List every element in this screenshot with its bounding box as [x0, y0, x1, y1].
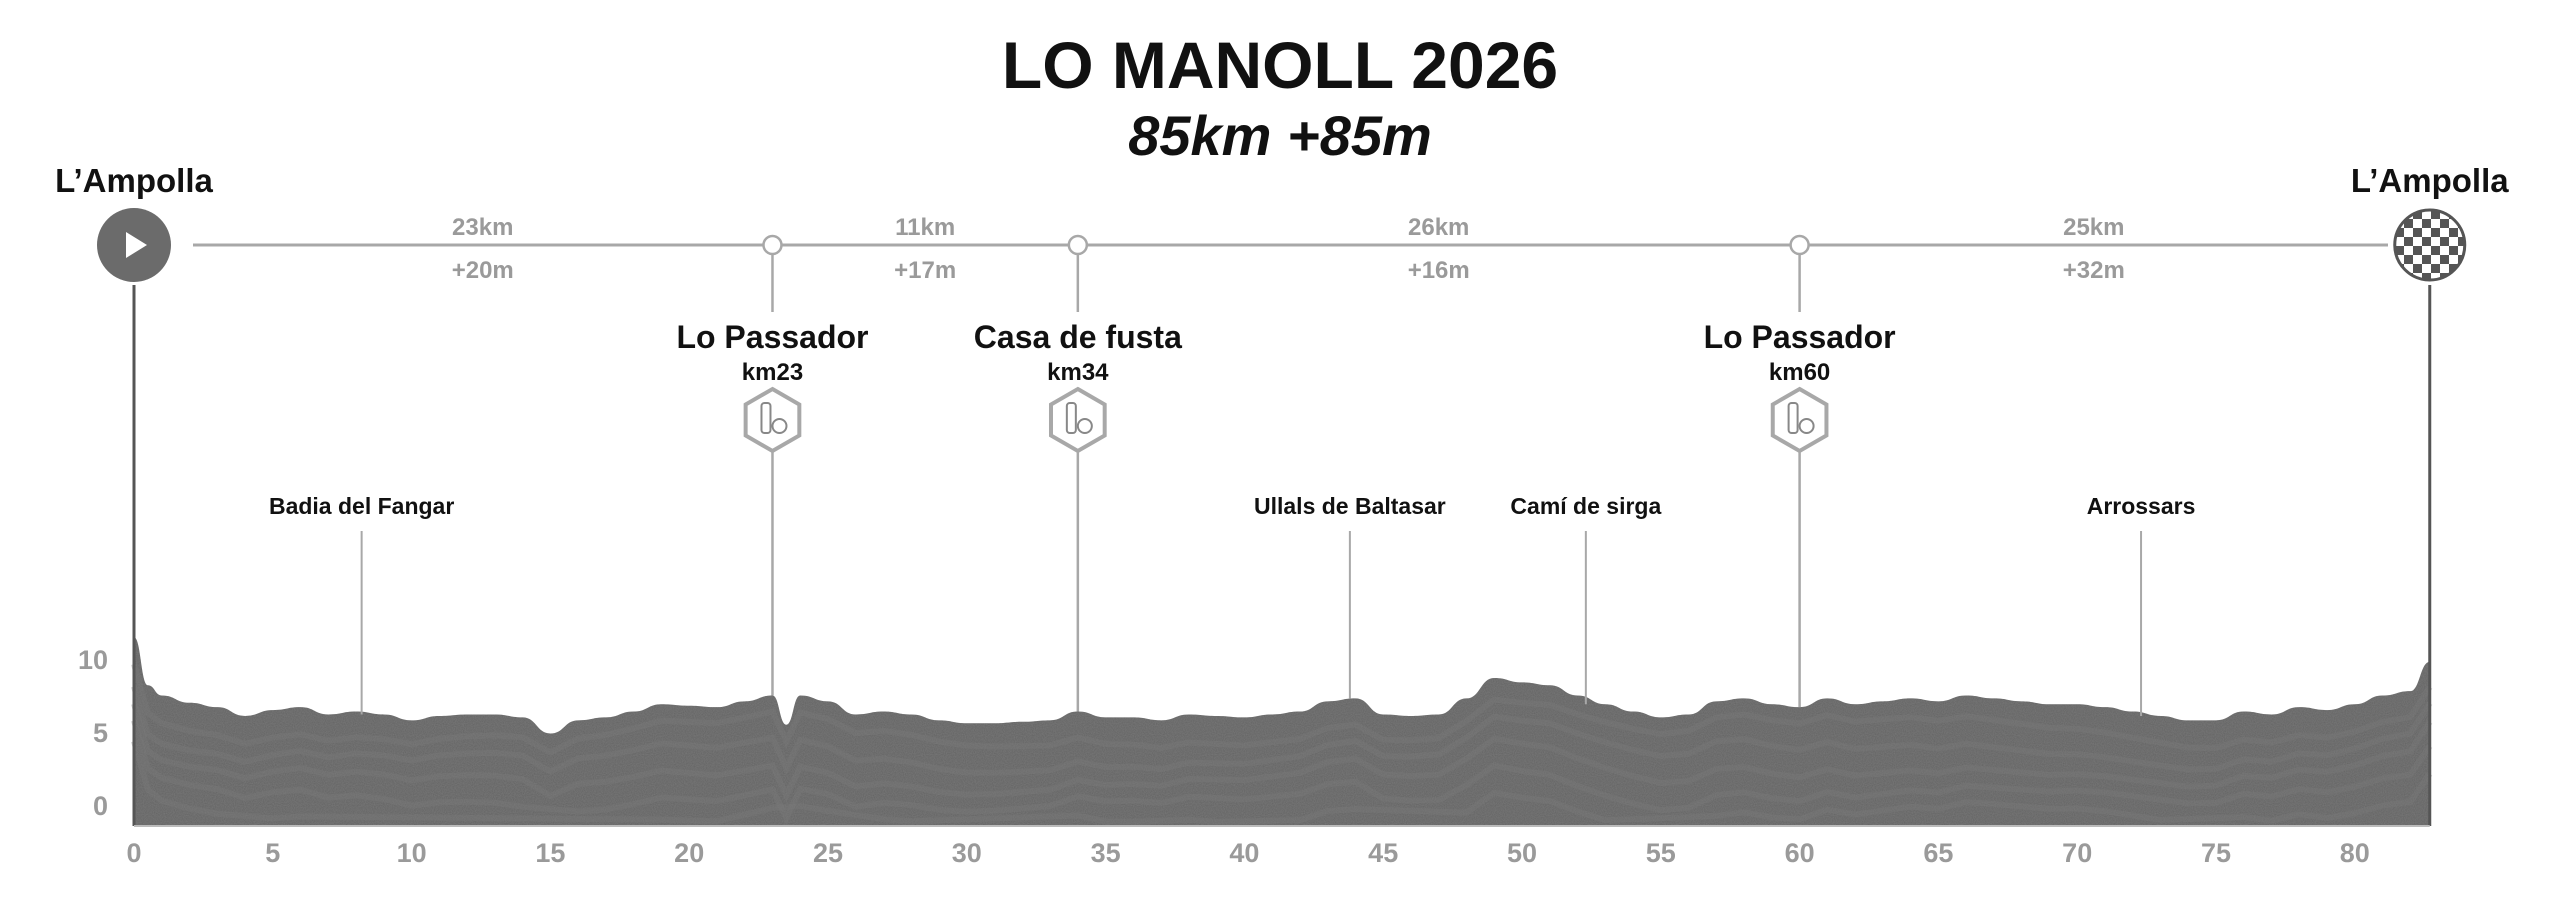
flag-square — [2449, 264, 2458, 273]
chart-subtitle: 85km +85m — [1128, 104, 1432, 167]
food-water-icon — [1048, 386, 1107, 454]
flag-square — [2422, 219, 2431, 228]
x-tick-label: 20 — [674, 838, 704, 868]
x-tick-label: 40 — [1229, 838, 1259, 868]
flag-square — [2395, 210, 2404, 219]
waypoint-km: km23 — [742, 359, 803, 386]
contour-band — [131, 663, 2433, 756]
flag-square — [2431, 246, 2440, 255]
poi-label: Ullals de Baltasar — [1254, 493, 1446, 519]
waypoint-km: km34 — [1047, 359, 1109, 386]
flag-square — [2422, 273, 2431, 280]
flag-square — [2458, 237, 2465, 246]
segment-gain: +20m — [452, 257, 514, 284]
axes: 0 5 10 15 20 25 30 35 40 45 50 55 60 65 70 75 80 0 5 10 — [78, 645, 2430, 868]
x-tick-label: 65 — [1923, 838, 1953, 868]
flag-square — [2431, 228, 2440, 237]
contour-band — [131, 703, 2433, 803]
contour-band — [131, 685, 2433, 776]
waypoint-name: Lo Passador — [1704, 319, 1896, 355]
x-tick-label: 45 — [1368, 838, 1398, 868]
flag-square — [2404, 219, 2413, 228]
x-tick-label: 55 — [1646, 838, 1676, 868]
waypoint-name: Casa de fusta — [974, 319, 1182, 355]
flag-square — [2413, 228, 2422, 237]
apple-icon — [1076, 418, 1093, 434]
flag-square — [2422, 255, 2431, 264]
food-water-icon — [1770, 386, 1829, 454]
y-tick-label: 5 — [93, 718, 108, 748]
segment-gain: +17m — [894, 257, 956, 284]
apple-icon — [1798, 418, 1815, 434]
bottle-icon — [1787, 402, 1799, 434]
bottle-icon — [760, 402, 772, 434]
y-tick-label: 10 — [78, 645, 108, 675]
flag-square — [2440, 255, 2449, 264]
flag-square — [2413, 264, 2422, 273]
play-icon-glyph — [126, 232, 147, 258]
segment-gain: +16m — [1408, 257, 1470, 284]
flag-square — [2440, 219, 2449, 228]
flag-square — [2413, 246, 2422, 255]
flag-ring — [2393, 208, 2467, 282]
x-tick-label: 80 — [2340, 838, 2370, 868]
contour-band — [131, 740, 2433, 825]
waypoint-name: Lo Passador — [676, 319, 868, 355]
poi-label: Badia del Fangar — [269, 493, 454, 519]
elevation-area — [134, 637, 2430, 826]
x-tick-label: 50 — [1507, 838, 1537, 868]
bottle-icon — [1065, 402, 1077, 434]
x-tick-label: 15 — [535, 838, 565, 868]
contour-band — [131, 719, 2433, 826]
segment-gain: +32m — [2063, 257, 2125, 284]
profile-area — [131, 285, 2433, 826]
y-tick-label: 0 — [93, 791, 108, 821]
flag-square — [2449, 228, 2458, 237]
poi-label: Camí de sirga — [1510, 493, 1661, 519]
flag-square — [2395, 246, 2404, 255]
segment-distance: 23km — [452, 214, 513, 241]
x-tick-label: 0 — [126, 838, 141, 868]
start-name: L’Ampolla — [55, 162, 213, 199]
flag-square — [2395, 228, 2404, 237]
flag-square — [2404, 237, 2413, 246]
x-tick-label: 30 — [952, 838, 982, 868]
x-tick-label: 70 — [2062, 838, 2092, 868]
flag-square — [2422, 237, 2431, 246]
annotations: Lo Passador km23 Casa de fusta km34 Lo Passa… — [269, 234, 2196, 716]
waypoint-marker — [762, 234, 783, 256]
flag-square — [2431, 210, 2440, 219]
x-tick-label: 25 — [813, 838, 843, 868]
flag-square — [2449, 246, 2458, 255]
segment-distance: 11km — [895, 214, 955, 241]
waypoint-marker — [1067, 234, 1089, 256]
poi-label: Arrossars — [2087, 493, 2196, 519]
x-tick-label: 5 — [265, 838, 280, 868]
waypoint-marker — [1789, 234, 1810, 256]
x-tick-label: 60 — [1785, 838, 1815, 868]
x-tick-label: 75 — [2201, 838, 2231, 868]
flag-square — [2431, 264, 2440, 273]
flag-square — [2440, 237, 2449, 246]
x-tick-label: 35 — [1091, 838, 1121, 868]
segment-distance: 25km — [2063, 214, 2124, 241]
route-summary: L’Ampolla L’Ampolla 23km +20m 11km +17m 26km +1… — [55, 162, 2509, 284]
food-water-icon — [743, 386, 802, 454]
x-tick-label: 10 — [397, 838, 427, 868]
flag-square — [2404, 255, 2413, 264]
finish-name: L’Ampolla — [2351, 162, 2509, 199]
flag-square — [2458, 273, 2465, 280]
segment-distance: 26km — [1408, 214, 1469, 241]
waypoint-km: km60 — [1769, 359, 1830, 386]
apple-icon — [771, 418, 788, 434]
checkered-flag-icon — [2395, 210, 2465, 280]
chart-title: LO MANOLL 2026 — [1002, 28, 1558, 102]
flag-square — [2413, 210, 2422, 219]
